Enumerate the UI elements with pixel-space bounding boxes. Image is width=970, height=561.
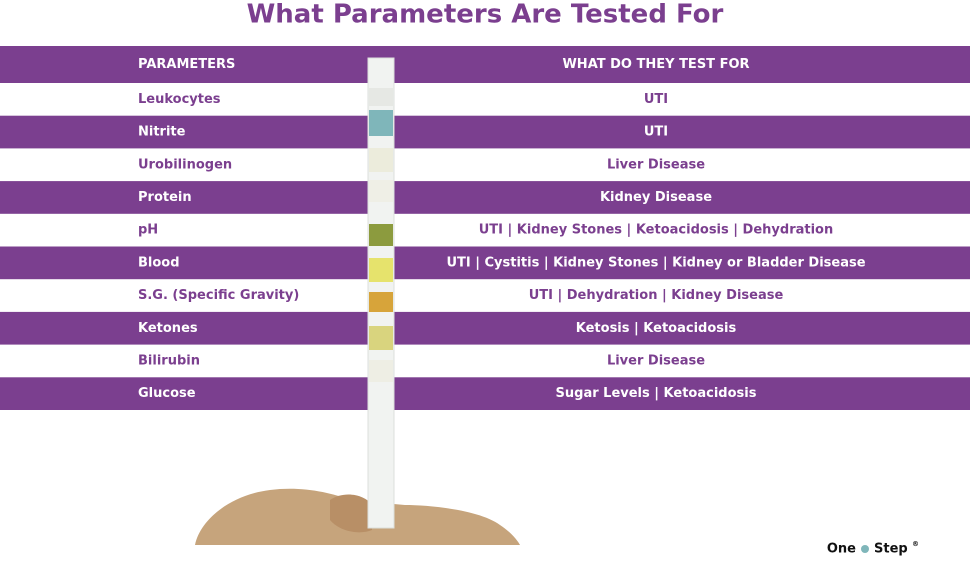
table: PARAMETERS WHAT DO THEY TEST FOR Leukocyte…: [0, 46, 970, 410]
parameter: S.G. (Specific Gravity): [138, 288, 299, 303]
pad: [369, 88, 393, 106]
parameter: Blood: [138, 255, 180, 270]
test-for: Kidney Disease: [600, 190, 712, 205]
test-for: UTI | Kidney Stones | Ketoacidosis | Deh…: [479, 223, 833, 238]
title: What Parameters Are Tested For: [247, 0, 724, 30]
row-band: [0, 246, 970, 280]
parameter: Ketones: [138, 321, 198, 336]
parameter: Urobilinogen: [138, 157, 232, 172]
test-for: UTI | Dehydration | Kidney Disease: [529, 288, 784, 303]
brand-dot: [861, 545, 869, 553]
brand-mark: ®: [912, 540, 919, 548]
parameter: Leukocytes: [138, 92, 221, 107]
header-row: [0, 46, 970, 83]
pad: [369, 224, 393, 246]
parameter: Bilirubin: [138, 353, 200, 368]
pad: [369, 110, 393, 136]
test-for: Liver Disease: [607, 157, 705, 172]
row-band: [0, 311, 970, 345]
test-strip: [367, 57, 395, 529]
test-for: Liver Disease: [607, 353, 705, 368]
parameter: pH: [138, 223, 158, 238]
column-header: WHAT DO THEY TEST FOR: [562, 57, 749, 72]
pad: [369, 148, 393, 172]
row-band: [0, 377, 970, 410]
test-for: UTI | Cystitis | Kidney Stones | Kidney …: [446, 255, 865, 270]
brand: One Step ®: [827, 540, 919, 557]
parameter: Protein: [138, 190, 192, 205]
pad: [369, 326, 393, 350]
brand-right: Step: [874, 542, 908, 557]
pad: [369, 180, 393, 202]
column-header: PARAMETERS: [138, 57, 235, 72]
test-for: UTI: [644, 125, 668, 140]
test-for: UTI: [644, 92, 668, 107]
row-band: [0, 181, 970, 214]
thumb: [330, 494, 372, 533]
row-band: [0, 115, 970, 149]
pad: [369, 292, 393, 312]
brand-left: One: [827, 542, 856, 557]
pad: [369, 258, 393, 282]
test-for: Sugar Levels | Ketoacidosis: [556, 386, 757, 401]
parameter: Glucose: [138, 386, 196, 401]
parameter: Nitrite: [138, 125, 186, 140]
test-for: Ketosis | Ketoacidosis: [576, 321, 737, 336]
pad: [369, 360, 393, 382]
